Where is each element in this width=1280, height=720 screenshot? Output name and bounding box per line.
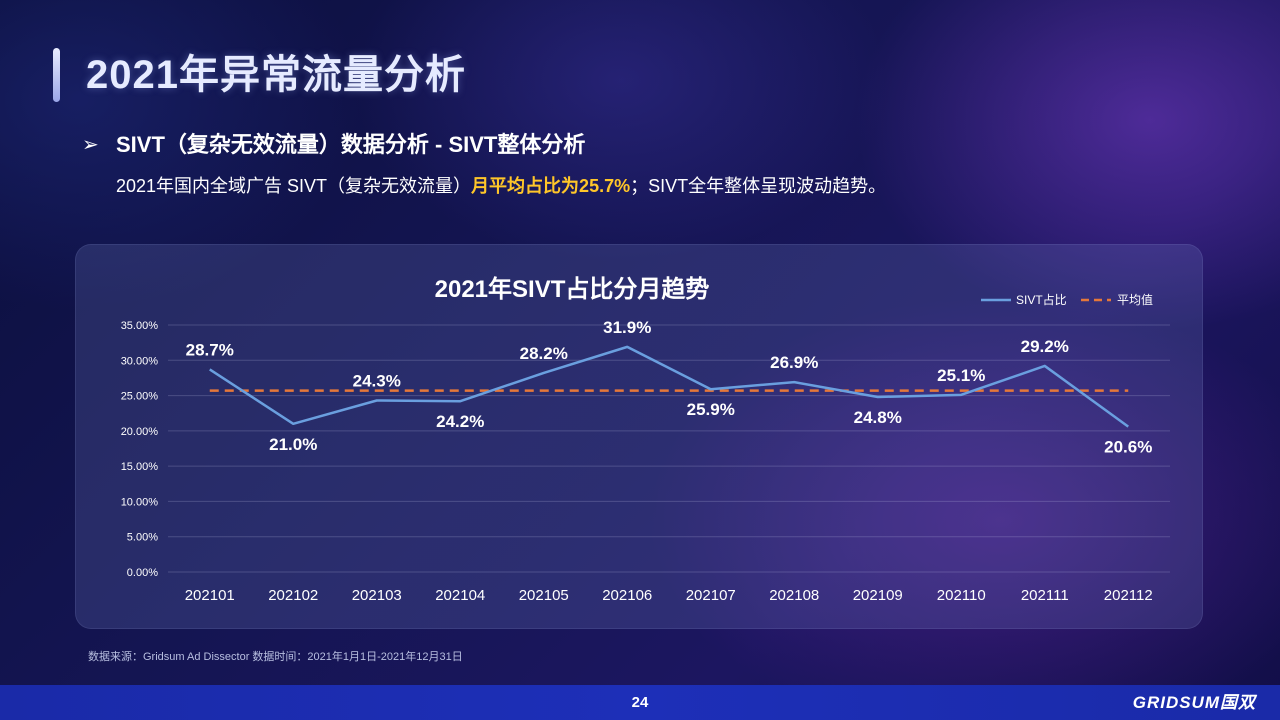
legend-label-sivt: SIVT占比: [1016, 292, 1067, 307]
summary-suffix: ；SIVT全年整体呈现波动趋势。: [630, 176, 887, 196]
x-tick-label: 202109: [853, 587, 903, 604]
y-tick-label: 0.00%: [127, 567, 158, 579]
section-subtitle: SIVT（复杂无效流量）数据分析 - SIVT整体分析: [116, 132, 586, 157]
sivt-series-line: [209, 345, 1129, 428]
data-label: 31.9%: [603, 318, 651, 337]
bullet-arrow-icon: ➢: [82, 134, 99, 156]
sivt-series-group: [209, 345, 1129, 428]
x-tick-label: 202110: [937, 587, 986, 604]
page-title: 2021年异常流量分析: [86, 53, 466, 97]
x-tick-label: 202101: [185, 587, 235, 604]
y-tick-label: 35.00%: [121, 320, 159, 332]
x-axis-ticks: 202101 202102 202103 202104 202105 202106 2021…: [185, 587, 1153, 604]
data-label: 25.1%: [937, 366, 985, 385]
x-tick-label: 202102: [268, 587, 318, 604]
x-tick-label: 202107: [686, 587, 736, 604]
chart-panel: 2021年SIVT占比分月趋势 SIVT占比 平均值 0.00% 5.00% 10.…: [75, 244, 1203, 629]
data-label: 24.8%: [854, 408, 902, 427]
summary-text: 2021年国内全域广告 SIVT（复杂无效流量）月平均占比为25.7%；SIVT…: [116, 171, 886, 201]
x-tick-label: 202112: [1104, 587, 1153, 604]
y-tick-label: 10.00%: [121, 496, 159, 508]
data-label: 24.3%: [353, 372, 401, 391]
sivt-line-chart: 2021年SIVT占比分月趋势 SIVT占比 平均值 0.00% 5.00% 10.…: [121, 275, 1170, 604]
data-label: 20.6%: [1104, 438, 1152, 457]
data-labels-group: 28.7% 21.0% 24.3% 24.2% 28.2% 31.9% 25.9% 26.9%…: [186, 318, 1153, 457]
x-tick-label: 202103: [352, 587, 402, 604]
data-label: 24.2%: [436, 412, 484, 431]
legend-label-average: 平均值: [1117, 292, 1153, 307]
x-tick-label: 202106: [602, 587, 652, 604]
brand-logo: GRIDSUM国双: [1132, 693, 1256, 712]
x-tick-label: 202104: [435, 587, 485, 604]
y-tick-label: 25.00%: [121, 391, 159, 403]
x-tick-label: 202105: [519, 587, 569, 604]
data-source-note: 数据来源：Gridsum Ad Dissector 数据时间：2021年1月1日…: [88, 651, 463, 663]
y-tick-label: 15.00%: [121, 461, 159, 473]
y-tick-label: 20.00%: [121, 426, 159, 438]
data-label: 21.0%: [269, 435, 317, 454]
data-label: 28.7%: [186, 340, 234, 359]
chart-title: 2021年SIVT占比分月趋势: [435, 275, 710, 303]
data-label: 28.2%: [520, 344, 568, 363]
summary-highlight: 月平均占比为25.7%: [471, 176, 631, 196]
summary-prefix: 2021年国内全域广告 SIVT（复杂无效流量）: [116, 176, 472, 196]
page-number: 24: [631, 694, 649, 711]
title-accent-bar: [53, 48, 60, 102]
x-tick-label: 202111: [1021, 587, 1069, 604]
data-label: 26.9%: [770, 353, 818, 372]
data-label: 25.9%: [687, 400, 735, 419]
data-label: 29.2%: [1021, 337, 1069, 356]
chart-grid: [168, 324, 1170, 573]
chart-legend: SIVT占比 平均值: [981, 292, 1153, 307]
footer-bar: 24 GRIDSUM国双: [0, 685, 1280, 720]
x-tick-label: 202108: [769, 587, 819, 604]
y-tick-label: 5.00%: [127, 532, 158, 544]
y-tick-label: 30.00%: [121, 355, 159, 367]
y-axis-ticks: 0.00% 5.00% 10.00% 15.00% 20.00% 25.00% 30.00%…: [121, 320, 159, 579]
